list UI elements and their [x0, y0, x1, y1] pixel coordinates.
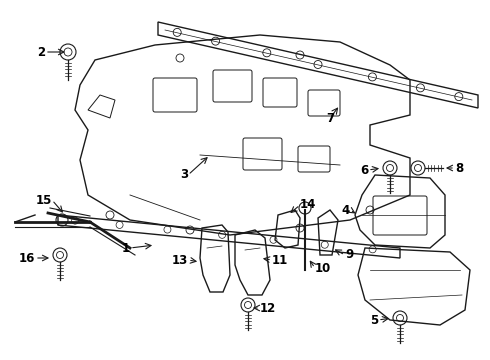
Text: 12: 12	[260, 302, 276, 315]
Text: 1: 1	[122, 242, 130, 255]
Text: 7: 7	[326, 112, 334, 125]
Text: 8: 8	[455, 162, 463, 175]
Text: 6: 6	[360, 163, 368, 176]
Text: 2: 2	[37, 45, 45, 58]
Text: 5: 5	[370, 314, 378, 327]
Text: 14: 14	[300, 198, 317, 211]
Text: 16: 16	[19, 252, 35, 265]
Text: 13: 13	[172, 253, 188, 266]
Text: 9: 9	[345, 248, 353, 261]
Text: 3: 3	[180, 168, 188, 181]
Text: 4: 4	[342, 203, 350, 216]
Text: 15: 15	[36, 194, 52, 207]
Text: 11: 11	[272, 253, 288, 266]
Text: 10: 10	[315, 261, 331, 274]
